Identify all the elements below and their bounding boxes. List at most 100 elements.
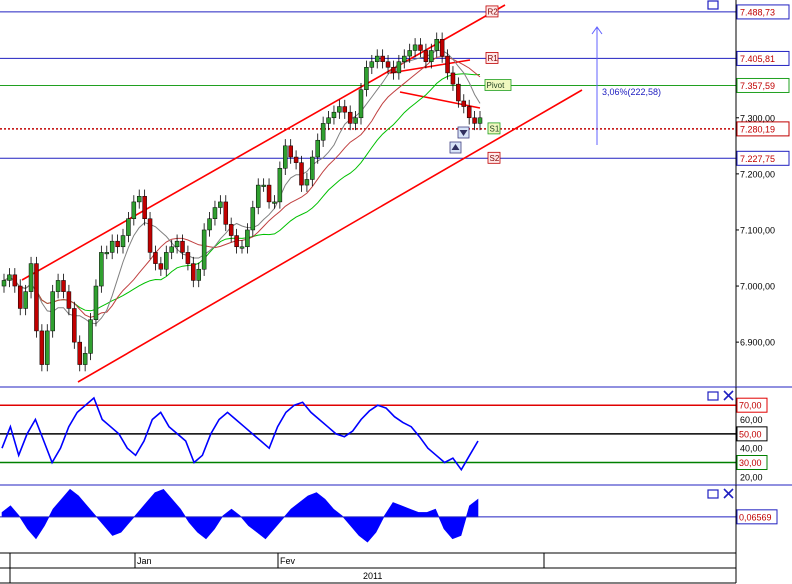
candle-body <box>250 207 256 231</box>
candle-body <box>104 252 110 255</box>
candle-body <box>304 179 310 186</box>
candle-body <box>358 89 364 119</box>
candle-body <box>261 184 266 187</box>
pivot-tag-box <box>487 151 501 164</box>
price-panel-controls[interactable] <box>707 0 719 10</box>
price-tick-label: 7.200,00 <box>740 169 775 179</box>
candle-body <box>299 162 304 186</box>
histogram-value-tag: 0,06569 <box>736 509 778 525</box>
pivot-tag-box <box>485 5 499 18</box>
oscillator-level-tag <box>736 397 768 413</box>
candle-body <box>109 240 115 253</box>
candle-body <box>385 61 391 68</box>
candle-body <box>23 291 28 309</box>
oscillator-level-label: 50,00 <box>739 429 762 439</box>
measurement-tool[interactable]: 3,06%(222,58) <box>591 26 661 145</box>
arrow-up-icon <box>451 144 460 150</box>
candle-body <box>28 263 34 292</box>
pivot-tag-label: S2 <box>490 154 500 163</box>
pivot-tag-label: R2 <box>488 7 499 16</box>
candle-body <box>466 106 472 119</box>
oscillator-tick-label: 60,00 <box>740 415 763 425</box>
candle-body <box>196 268 201 281</box>
candle-body <box>434 39 439 51</box>
candle-body <box>445 55 450 74</box>
measurement-label: 3,06%(222,58) <box>602 87 661 97</box>
candle-body <box>158 263 164 270</box>
level-value-label: 7.405,81 <box>740 54 775 64</box>
moving-average-short <box>3 50 481 325</box>
level-value-tag <box>736 77 790 93</box>
pivot-tag-box <box>487 122 501 135</box>
candle-body <box>191 263 196 281</box>
price-panel: 3,06%(222,58) R2 R1 Pivot S1 S2 7.488,73 7.40… <box>0 0 790 387</box>
level-value-tag <box>736 121 790 137</box>
histogram-area <box>1 488 479 543</box>
close-icon[interactable] <box>723 488 734 499</box>
level-value-tag <box>736 150 790 166</box>
candle-body <box>310 156 315 180</box>
level-value-tag <box>736 4 790 20</box>
oscillator-panel-controls[interactable] <box>707 390 734 401</box>
price-y-axis: 7.488,73 7.405,81 7.357,59 7.280,19 7.227,75… <box>735 0 790 387</box>
candle-body <box>174 240 180 248</box>
price-tick-label: 7.300,00 <box>740 113 775 123</box>
signal-markers[interactable] <box>449 126 470 154</box>
pivot-tag-label: S1 <box>490 124 500 133</box>
level-value-label: 7.357,59 <box>740 81 775 91</box>
window-icon[interactable] <box>707 489 719 499</box>
candle-body <box>320 123 326 141</box>
candle-body <box>99 252 104 287</box>
window-icon[interactable] <box>707 391 719 401</box>
close-icon[interactable] <box>723 390 734 401</box>
candle-body <box>45 330 50 365</box>
candle-body <box>34 263 39 332</box>
candle-body <box>396 61 402 74</box>
candle-body <box>169 246 174 253</box>
measurement-arrow-icon <box>591 26 603 35</box>
moving-average-long <box>3 73 481 312</box>
candle-body <box>245 229 250 248</box>
candle-body <box>142 196 147 219</box>
price-tick-label: 6.900,00 <box>740 338 775 348</box>
histogram-panel-controls[interactable] <box>707 488 734 499</box>
candle-body <box>218 201 223 208</box>
candle-body <box>131 201 137 219</box>
oscillator-levels <box>0 404 736 464</box>
candle-body <box>1 280 7 287</box>
candle-body <box>66 291 72 309</box>
candle-body <box>55 280 61 292</box>
candle-body <box>136 196 142 203</box>
candle-body <box>331 111 337 119</box>
oscillator-level-label: 30,00 <box>739 458 762 468</box>
candle-body <box>164 252 169 270</box>
candle-body <box>50 291 55 332</box>
price-tick-label: 7.100,00 <box>740 225 775 235</box>
candle-body <box>429 50 434 62</box>
candle-body <box>115 240 120 248</box>
oscillator-line <box>1 396 479 472</box>
candle-body <box>72 308 77 343</box>
moving-average-mid <box>3 55 481 318</box>
candle-body <box>293 156 299 163</box>
histogram-value-box <box>736 509 778 525</box>
candle-body <box>147 218 153 253</box>
pivot-tag-label: Pivot <box>487 81 506 90</box>
candle-body <box>39 330 45 365</box>
window-icon[interactable] <box>707 0 719 10</box>
candle-body <box>369 61 375 68</box>
candle-body <box>17 285 23 309</box>
candle-body <box>77 341 82 365</box>
candle-body <box>272 201 277 204</box>
candle-body <box>93 285 99 320</box>
candle-body <box>315 139 320 158</box>
moving-averages <box>3 50 481 325</box>
oscillator-level-tag <box>736 455 768 471</box>
candle-body <box>255 184 261 208</box>
candle-body <box>61 280 66 292</box>
level-value-label: 7.227,75 <box>740 154 775 164</box>
price-tick-label: 7.000,00 <box>740 282 775 292</box>
candle-body <box>461 100 467 107</box>
candle-body <box>288 145 293 158</box>
